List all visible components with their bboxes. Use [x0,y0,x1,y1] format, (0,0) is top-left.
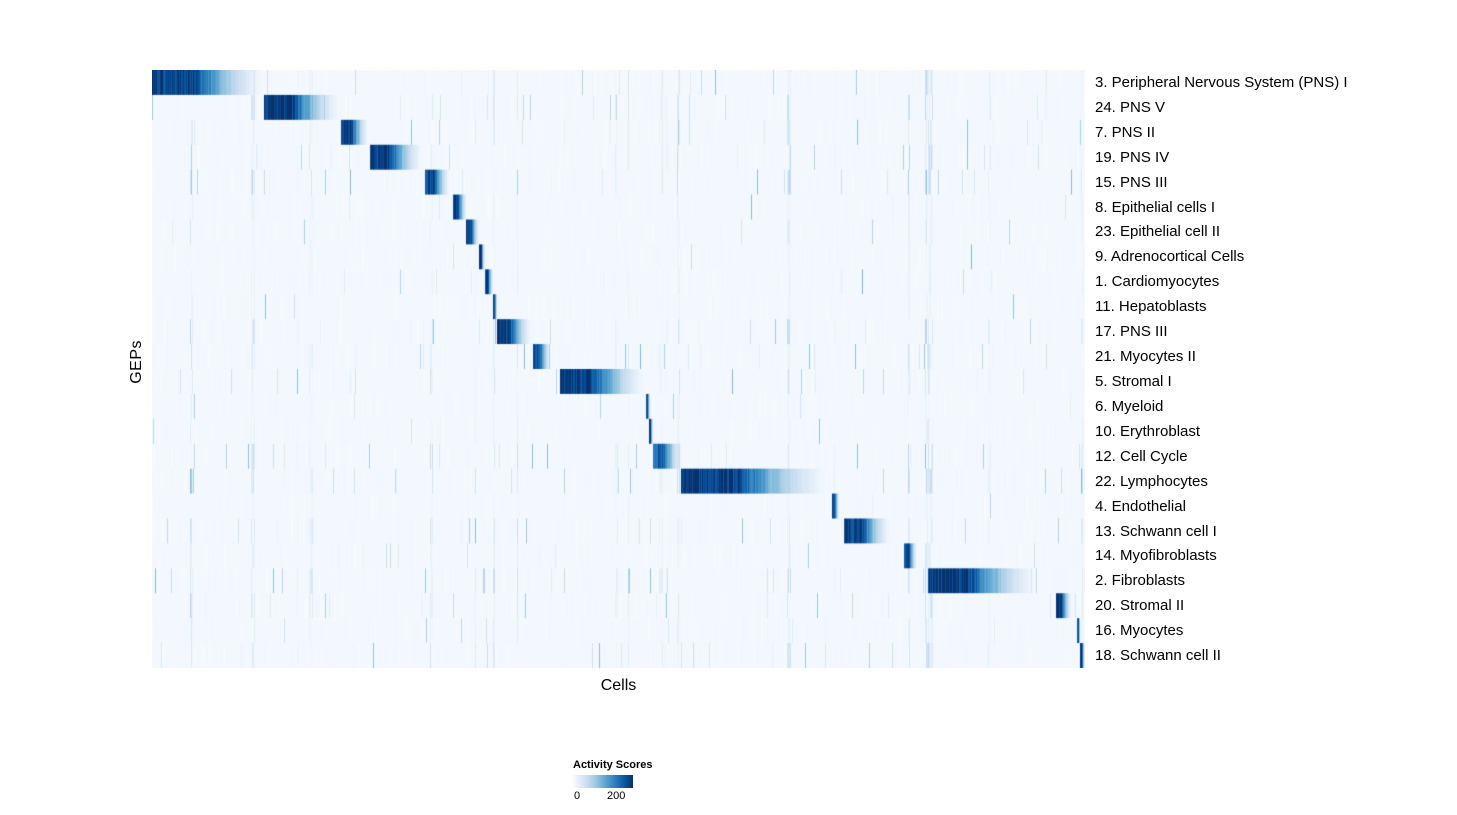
row-label: 15. PNS III [1095,173,1168,191]
colorbar-tick-min: 0 [574,790,581,802]
row-label: 17. PNS III [1095,323,1168,341]
row-label: 9. Adrenocortical Cells [1095,248,1245,266]
legend-title: Activity Scores [573,759,653,771]
colorbar-legend: Activity Scores 0 200 [573,759,713,803]
row-label: 5. Stromal I [1095,373,1172,391]
row-label: 19. PNS IV [1095,148,1170,166]
row-label: 11. Hepatoblasts [1095,298,1207,316]
row-label: 10. Erythroblast [1095,422,1201,440]
row-labels: 3. Peripheral Nervous System (PNS) I 24. … [1095,70,1455,668]
row-label: 16. Myocytes [1095,622,1184,640]
row-label: 22. Lymphocytes [1095,472,1208,490]
row-label: 14. Myofibroblasts [1095,547,1217,565]
row-label: 6. Myeloid [1095,397,1164,415]
row-label: 13. Schwann cell I [1095,522,1217,540]
row-label: 3. Peripheral Nervous System (PNS) I [1095,73,1348,91]
row-label: 8. Epithelial cells I [1095,198,1216,216]
colorbar-ticks: 0 200 [573,790,653,803]
row-label: 20. Stromal II [1095,597,1185,615]
row-label: 4. Endothelial [1095,497,1186,515]
row-label: 21. Myocytes II [1095,348,1196,366]
colorbar-tick-max: 200 [607,790,626,802]
heatmap-canvas [152,70,1085,668]
y-axis-label: GEPs [128,340,145,384]
colorbar-gradient [573,775,633,788]
row-label: 1. Cardiomyocytes [1095,273,1220,291]
row-label: 24. PNS V [1095,98,1166,116]
row-label: 23. Epithelial cell II [1095,223,1221,241]
row-label: 2. Fibroblasts [1095,572,1186,590]
x-axis-label: Cells [600,677,637,694]
row-label: 7. PNS II [1095,123,1156,141]
row-label: 12. Cell Cycle [1095,447,1188,465]
row-label: 18. Schwann cell II [1095,647,1221,665]
